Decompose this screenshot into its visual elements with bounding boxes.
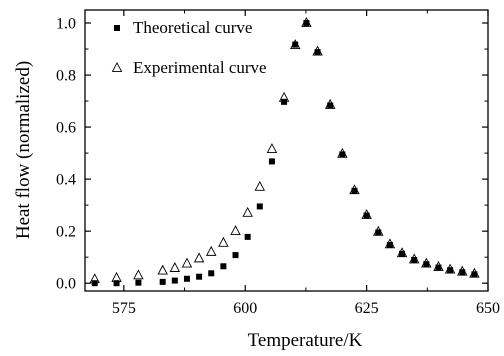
theoretical-point (91, 280, 98, 287)
x-tick-label: 575 (112, 300, 136, 317)
theoretical-point (256, 203, 263, 210)
theoretical-point (399, 250, 406, 257)
theoretical-point (363, 212, 370, 219)
theoretical-point (208, 270, 215, 277)
theoretical-point (268, 158, 275, 165)
y-tick-label: 0.4 (56, 172, 76, 189)
experimental-point (169, 262, 181, 272)
theoretical-point (411, 257, 418, 264)
x-tick-label: 600 (233, 300, 257, 317)
experimental-point (230, 225, 241, 236)
experimental-point (133, 269, 144, 280)
theoretical-point (292, 41, 299, 48)
plot-area (84, 9, 489, 292)
series-theoretical (91, 20, 478, 287)
theoretical-point (435, 264, 442, 271)
x-tick-label: 650 (476, 300, 500, 317)
experimental-point (157, 264, 168, 275)
theoretical-point (423, 261, 430, 268)
y-tick-label: 0.0 (56, 276, 76, 293)
theoretical-point (171, 277, 178, 284)
theoretical-point (196, 273, 203, 280)
x-tick-label: 625 (355, 300, 379, 317)
experimental-point (205, 245, 217, 256)
experimental-point (242, 206, 253, 217)
axis-ticks: 575 600 625 650 0.0 0.2 0.4 0.6 0.8 1.0 (56, 10, 500, 317)
experimental-point (218, 236, 229, 247)
theoretical-point (220, 263, 227, 270)
x-axis-title: Temperature/K (248, 330, 363, 351)
y-tick-label: 0.6 (56, 120, 76, 137)
theoretical-point (386, 241, 393, 248)
theoretical-point (375, 229, 382, 236)
theoretical-point (244, 233, 251, 240)
y-tick-label: 0.8 (56, 68, 76, 85)
experimental-point (266, 143, 278, 154)
legend-marker (111, 61, 123, 72)
legend-label: Experimental curve (133, 58, 267, 77)
theoretical-point (447, 267, 454, 274)
data-points (89, 16, 480, 287)
experimental-point (193, 252, 205, 263)
theoretical-point (232, 252, 239, 259)
experimental-point (181, 257, 193, 268)
theoretical-point (183, 275, 190, 282)
theoretical-point (113, 280, 120, 287)
legend: Theoretical curve Experimental curve (111, 18, 267, 77)
y-tick-label: 0.2 (56, 224, 76, 241)
legend-marker (114, 25, 120, 31)
theoretical-point (339, 151, 346, 158)
experimental-point (254, 180, 266, 191)
experimental-point (111, 271, 122, 282)
y-tick-label: 1.0 (56, 16, 76, 33)
legend-label: Theoretical curve (133, 18, 252, 37)
theoretical-point (327, 102, 334, 109)
y-axis-title: Heat flow (normalized) (13, 61, 34, 239)
theoretical-point (159, 278, 166, 285)
theoretical-point (459, 269, 466, 276)
theoretical-point (351, 187, 358, 194)
theoretical-point (471, 271, 478, 278)
theoretical-point (303, 20, 310, 27)
theoretical-point (135, 279, 142, 286)
theoretical-point (281, 98, 288, 105)
theoretical-point (314, 49, 321, 56)
plot-frame (84, 9, 489, 292)
